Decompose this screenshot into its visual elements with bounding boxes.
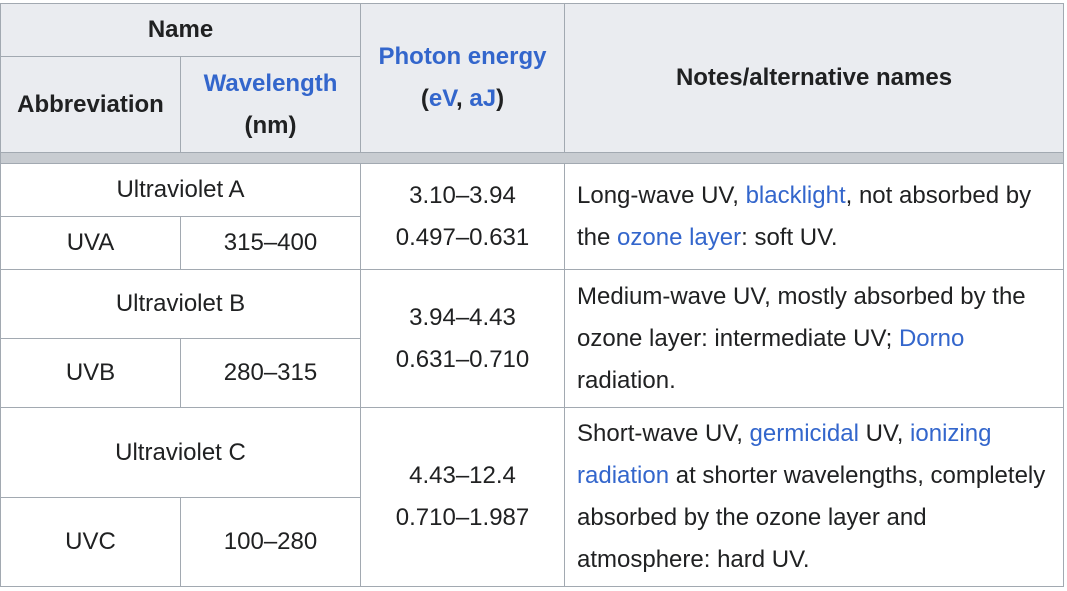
energy-aj-value: 0.631–0.710	[395, 345, 530, 373]
row-abbreviation: UVA	[0, 216, 181, 270]
header-abbreviation: Abbreviation	[0, 56, 181, 153]
notes-cell: Short-wave UV, germicidal UV, ionizing r…	[564, 407, 1064, 587]
notes-text: radiation.	[577, 366, 676, 394]
energy-separator: ,	[456, 85, 470, 112]
row-wavelength: 315–400	[180, 216, 361, 270]
energy-cell: 3.10–3.94 0.497–0.631	[360, 163, 565, 270]
ionizing-radiation-link[interactable]: ionizing radiation	[577, 420, 992, 489]
energy-open-paren: (	[420, 85, 429, 112]
header-notes: Notes/alternative names	[564, 3, 1064, 153]
ev-link[interactable]: eV	[428, 85, 457, 112]
header-separator	[0, 152, 1064, 164]
row-name: Ultraviolet A	[0, 163, 361, 217]
energy-cell: 3.94–4.43 0.631–0.710	[360, 269, 565, 408]
table-row: Ultraviolet C 4.43–12.4 0.710–1.987 Shor…	[0, 407, 1064, 587]
wavelength-unit: (nm)	[244, 111, 297, 139]
energy-ev-value: 3.94–4.43	[409, 303, 516, 331]
row-name: Ultraviolet C	[0, 407, 361, 498]
table-row: UVB 280–315	[0, 338, 1064, 408]
blacklight-link[interactable]: blacklight	[745, 181, 846, 209]
notes-text: at shorter wavelengths, completely absor…	[577, 462, 1046, 573]
notes-text: UV,	[858, 420, 911, 447]
energy-aj-value: 0.710–1.987	[395, 504, 530, 531]
table-row: UVC 100–280	[0, 497, 1064, 587]
notes-cell: Long-wave UV, blacklight, not absorbed b…	[564, 163, 1064, 270]
row-abbreviation: UVC	[0, 497, 181, 587]
energy-ev-value: 3.10–3.94	[409, 181, 516, 209]
header-wavelength: Wavelength (nm)	[180, 56, 361, 153]
notes-text: Long-wave UV,	[577, 181, 746, 209]
row-abbreviation: UVB	[0, 338, 181, 408]
uv-types-table: Name Photon energy (eV, aJ) Notes/altern…	[0, 3, 1064, 587]
germicidal-link[interactable]: germicidal	[749, 420, 859, 447]
row-name: Ultraviolet B	[0, 269, 361, 339]
notes-text: , not absorbed by the	[577, 181, 1032, 251]
ozone-layer-link[interactable]: ozone layer	[617, 223, 742, 251]
table-row: Ultraviolet B 3.94–4.43 0.631–0.710 Medi…	[0, 269, 1064, 408]
header-photon-energy: Photon energy (eV, aJ)	[360, 3, 565, 153]
aj-link[interactable]: aJ	[469, 85, 497, 112]
row-wavelength: 100–280	[180, 497, 361, 587]
photon-energy-link[interactable]: Photon energy	[378, 43, 547, 70]
table-row: Ultraviolet A 3.10–3.94 0.497–0.631 Long…	[0, 163, 1064, 270]
wavelength-link[interactable]: Wavelength	[203, 69, 338, 97]
energy-cell: 4.43–12.4 0.710–1.987	[360, 407, 565, 587]
notes-text: Short-wave UV,	[577, 420, 750, 447]
notes-text: Medium-wave UV, mostly absorbed by the o…	[577, 282, 1026, 352]
energy-ev-value: 4.43–12.4	[409, 462, 516, 489]
energy-aj-value: 0.497–0.631	[395, 223, 530, 251]
notes-text: : soft UV.	[741, 223, 838, 251]
table-row: UVA 315–400	[0, 216, 1064, 270]
energy-close-paren: )	[496, 85, 505, 112]
dorno-link[interactable]: Dorno	[898, 324, 965, 352]
header-name: Name	[0, 3, 361, 57]
row-wavelength: 280–315	[180, 338, 361, 408]
notes-cell: Medium-wave UV, mostly absorbed by the o…	[564, 269, 1064, 408]
